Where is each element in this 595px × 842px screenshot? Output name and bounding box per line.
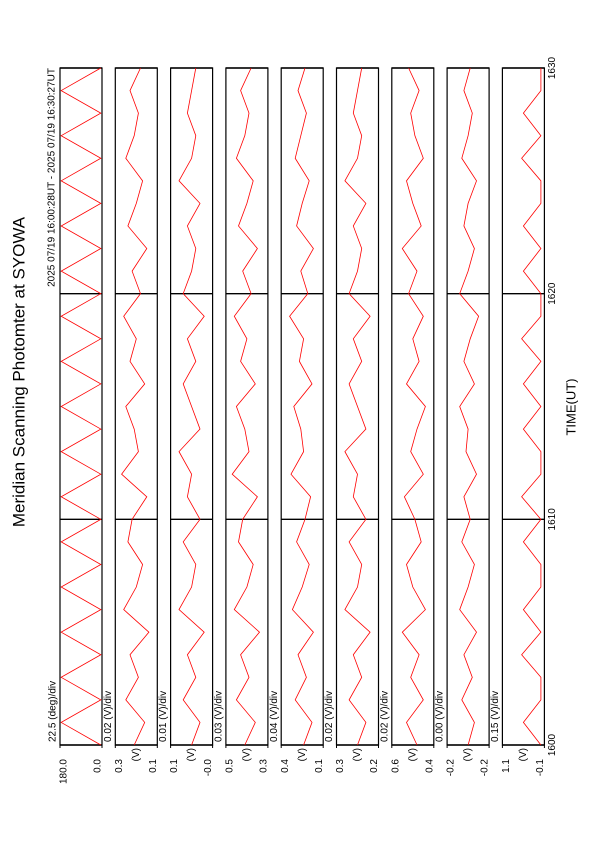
x-tick-label: 1600 — [547, 733, 558, 756]
y-unit: (V) — [186, 748, 197, 761]
y-unit: (V) — [352, 748, 363, 761]
panel-label: 0.02 (V)/div — [103, 691, 114, 742]
y-tick-label: 180.0 — [59, 759, 70, 784]
y-unit: (V) — [297, 748, 308, 761]
y-tick-label: 0.6 — [390, 759, 401, 773]
x-axis-title: TIME(UT) — [563, 378, 578, 435]
signal-line — [178, 67, 205, 746]
y-tick-label: 0.3 — [114, 759, 125, 773]
y-tick-label: -0.0 — [203, 759, 214, 777]
y-tick-label: 0.3 — [259, 759, 270, 773]
y-tick-label: 0.4 — [424, 759, 435, 773]
panel-frame — [391, 67, 435, 746]
chart-title: Meridian Scanning Photomter at SYOWA — [9, 216, 28, 527]
time-range: 2025 07/19 16:00:28UT - 2025 07/19 16:30… — [47, 68, 58, 287]
y-tick-label: 1.1 — [501, 759, 512, 773]
signal-line — [401, 67, 426, 746]
signal-line — [121, 67, 150, 746]
panel-label: 0.04 (V)/div — [269, 691, 280, 742]
signal-line — [521, 68, 542, 746]
panel-label: 22.5 (deg)/div — [48, 681, 59, 742]
panel-label: 0.03 (V)/div — [214, 691, 225, 742]
panel-label: 0.00 (V)/div — [435, 691, 446, 742]
signal-line — [289, 67, 314, 746]
y-tick-label: -0.2 — [446, 759, 457, 777]
panel-frame — [501, 67, 545, 746]
y-unit: (V) — [131, 748, 142, 761]
panel-frame — [114, 67, 158, 746]
panel-label: 0.02 (V)/div — [379, 691, 390, 742]
x-tick-label: 1630 — [547, 56, 558, 79]
y-tick-label: -0.1 — [535, 759, 546, 777]
y-tick-label: 0.5 — [225, 759, 236, 773]
y-tick-label: -0.2 — [480, 759, 491, 777]
signal-line — [60, 67, 102, 746]
x-tick-label: 1610 — [547, 508, 558, 531]
y-tick-label: 0.4 — [280, 759, 291, 773]
y-unit: (V) — [407, 748, 418, 761]
y-tick-label: 0.3 — [335, 759, 346, 773]
signal-line — [459, 67, 480, 746]
y-tick-label: 0.1 — [169, 759, 180, 773]
signal-line — [344, 67, 371, 746]
panel-label: 0.01 (V)/div — [158, 691, 169, 742]
x-tick-label: 1620 — [547, 282, 558, 305]
y-tick-label: 0.2 — [369, 759, 380, 773]
panel-frame — [446, 67, 490, 746]
panel-label: 0.02 (V)/div — [324, 691, 335, 742]
panel-frame — [225, 67, 269, 746]
y-unit: (V) — [463, 748, 474, 761]
signal-line — [231, 67, 261, 746]
y-tick-label: 0.1 — [314, 759, 325, 773]
y-unit: (V) — [518, 748, 529, 761]
y-tick-label: 0.0 — [93, 759, 104, 773]
panel-label: 0.15 (V)/div — [490, 691, 501, 742]
y-unit: (V) — [242, 748, 253, 761]
y-tick-label: 0.1 — [148, 759, 159, 773]
